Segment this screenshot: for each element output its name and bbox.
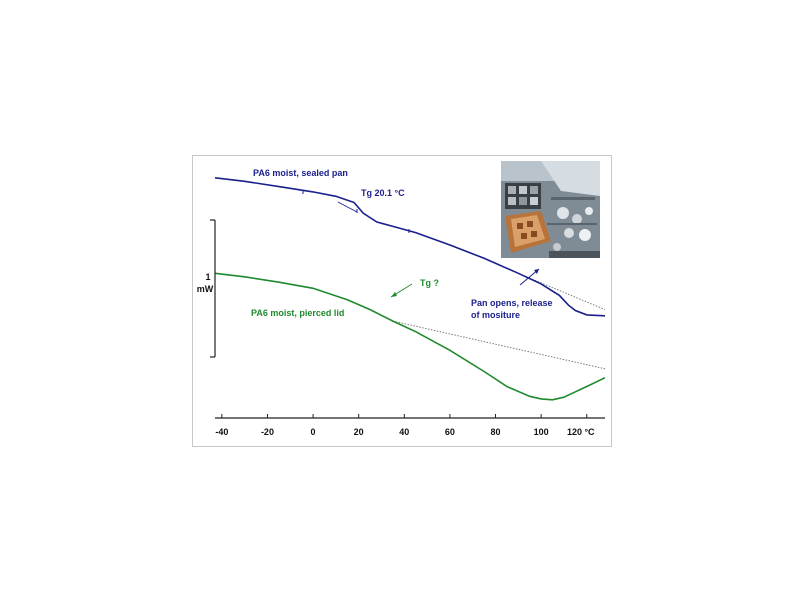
- series-line-sealed-pan: [214, 177, 606, 317]
- annotation-tg-value: Tg 20.1 °C: [361, 188, 405, 198]
- laboratory-robot-photo: [501, 161, 600, 258]
- series-line-pierced-lid: [214, 272, 606, 401]
- dsc-chart: 1 mW -40 -20 0 20 40 60 80 100 120 °C PA6 moist,…: [197, 168, 606, 437]
- x-tick-label: 100: [534, 427, 549, 437]
- x-tick-label: 120 °C: [567, 427, 595, 437]
- annotation-pan-opens-1: Pan opens, release: [471, 298, 553, 308]
- annotation-pierced-lid: PA6 moist, pierced lid: [251, 308, 344, 318]
- tg-tangent-line: [337, 201, 358, 213]
- x-tick-label: 40: [399, 427, 409, 437]
- x-tick-label: 0: [311, 427, 316, 437]
- annotation-sealed-pan: PA6 moist, sealed pan: [253, 168, 348, 178]
- x-tick-label: 20: [354, 427, 364, 437]
- x-tick-label: -20: [261, 427, 274, 437]
- tg-question-arrowhead: [391, 292, 397, 297]
- scale-bar-value: 1: [205, 272, 210, 282]
- pierced-lid-baseline: [392, 320, 606, 370]
- pan-opens-arrowhead: [534, 269, 539, 274]
- scale-bar: [210, 219, 216, 358]
- annotation-tg-question: Tg ?: [420, 278, 439, 288]
- dsc-figure: 1 mW -40 -20 0 20 40 60 80 100 120 °C PA6 moist,…: [192, 155, 612, 447]
- x-tick-label: 60: [445, 427, 455, 437]
- scale-bar-unit: mW: [197, 284, 214, 294]
- x-tick-label: 80: [491, 427, 501, 437]
- annotation-pan-opens-2: of mositure: [471, 310, 520, 320]
- x-tick-label: -40: [215, 427, 228, 437]
